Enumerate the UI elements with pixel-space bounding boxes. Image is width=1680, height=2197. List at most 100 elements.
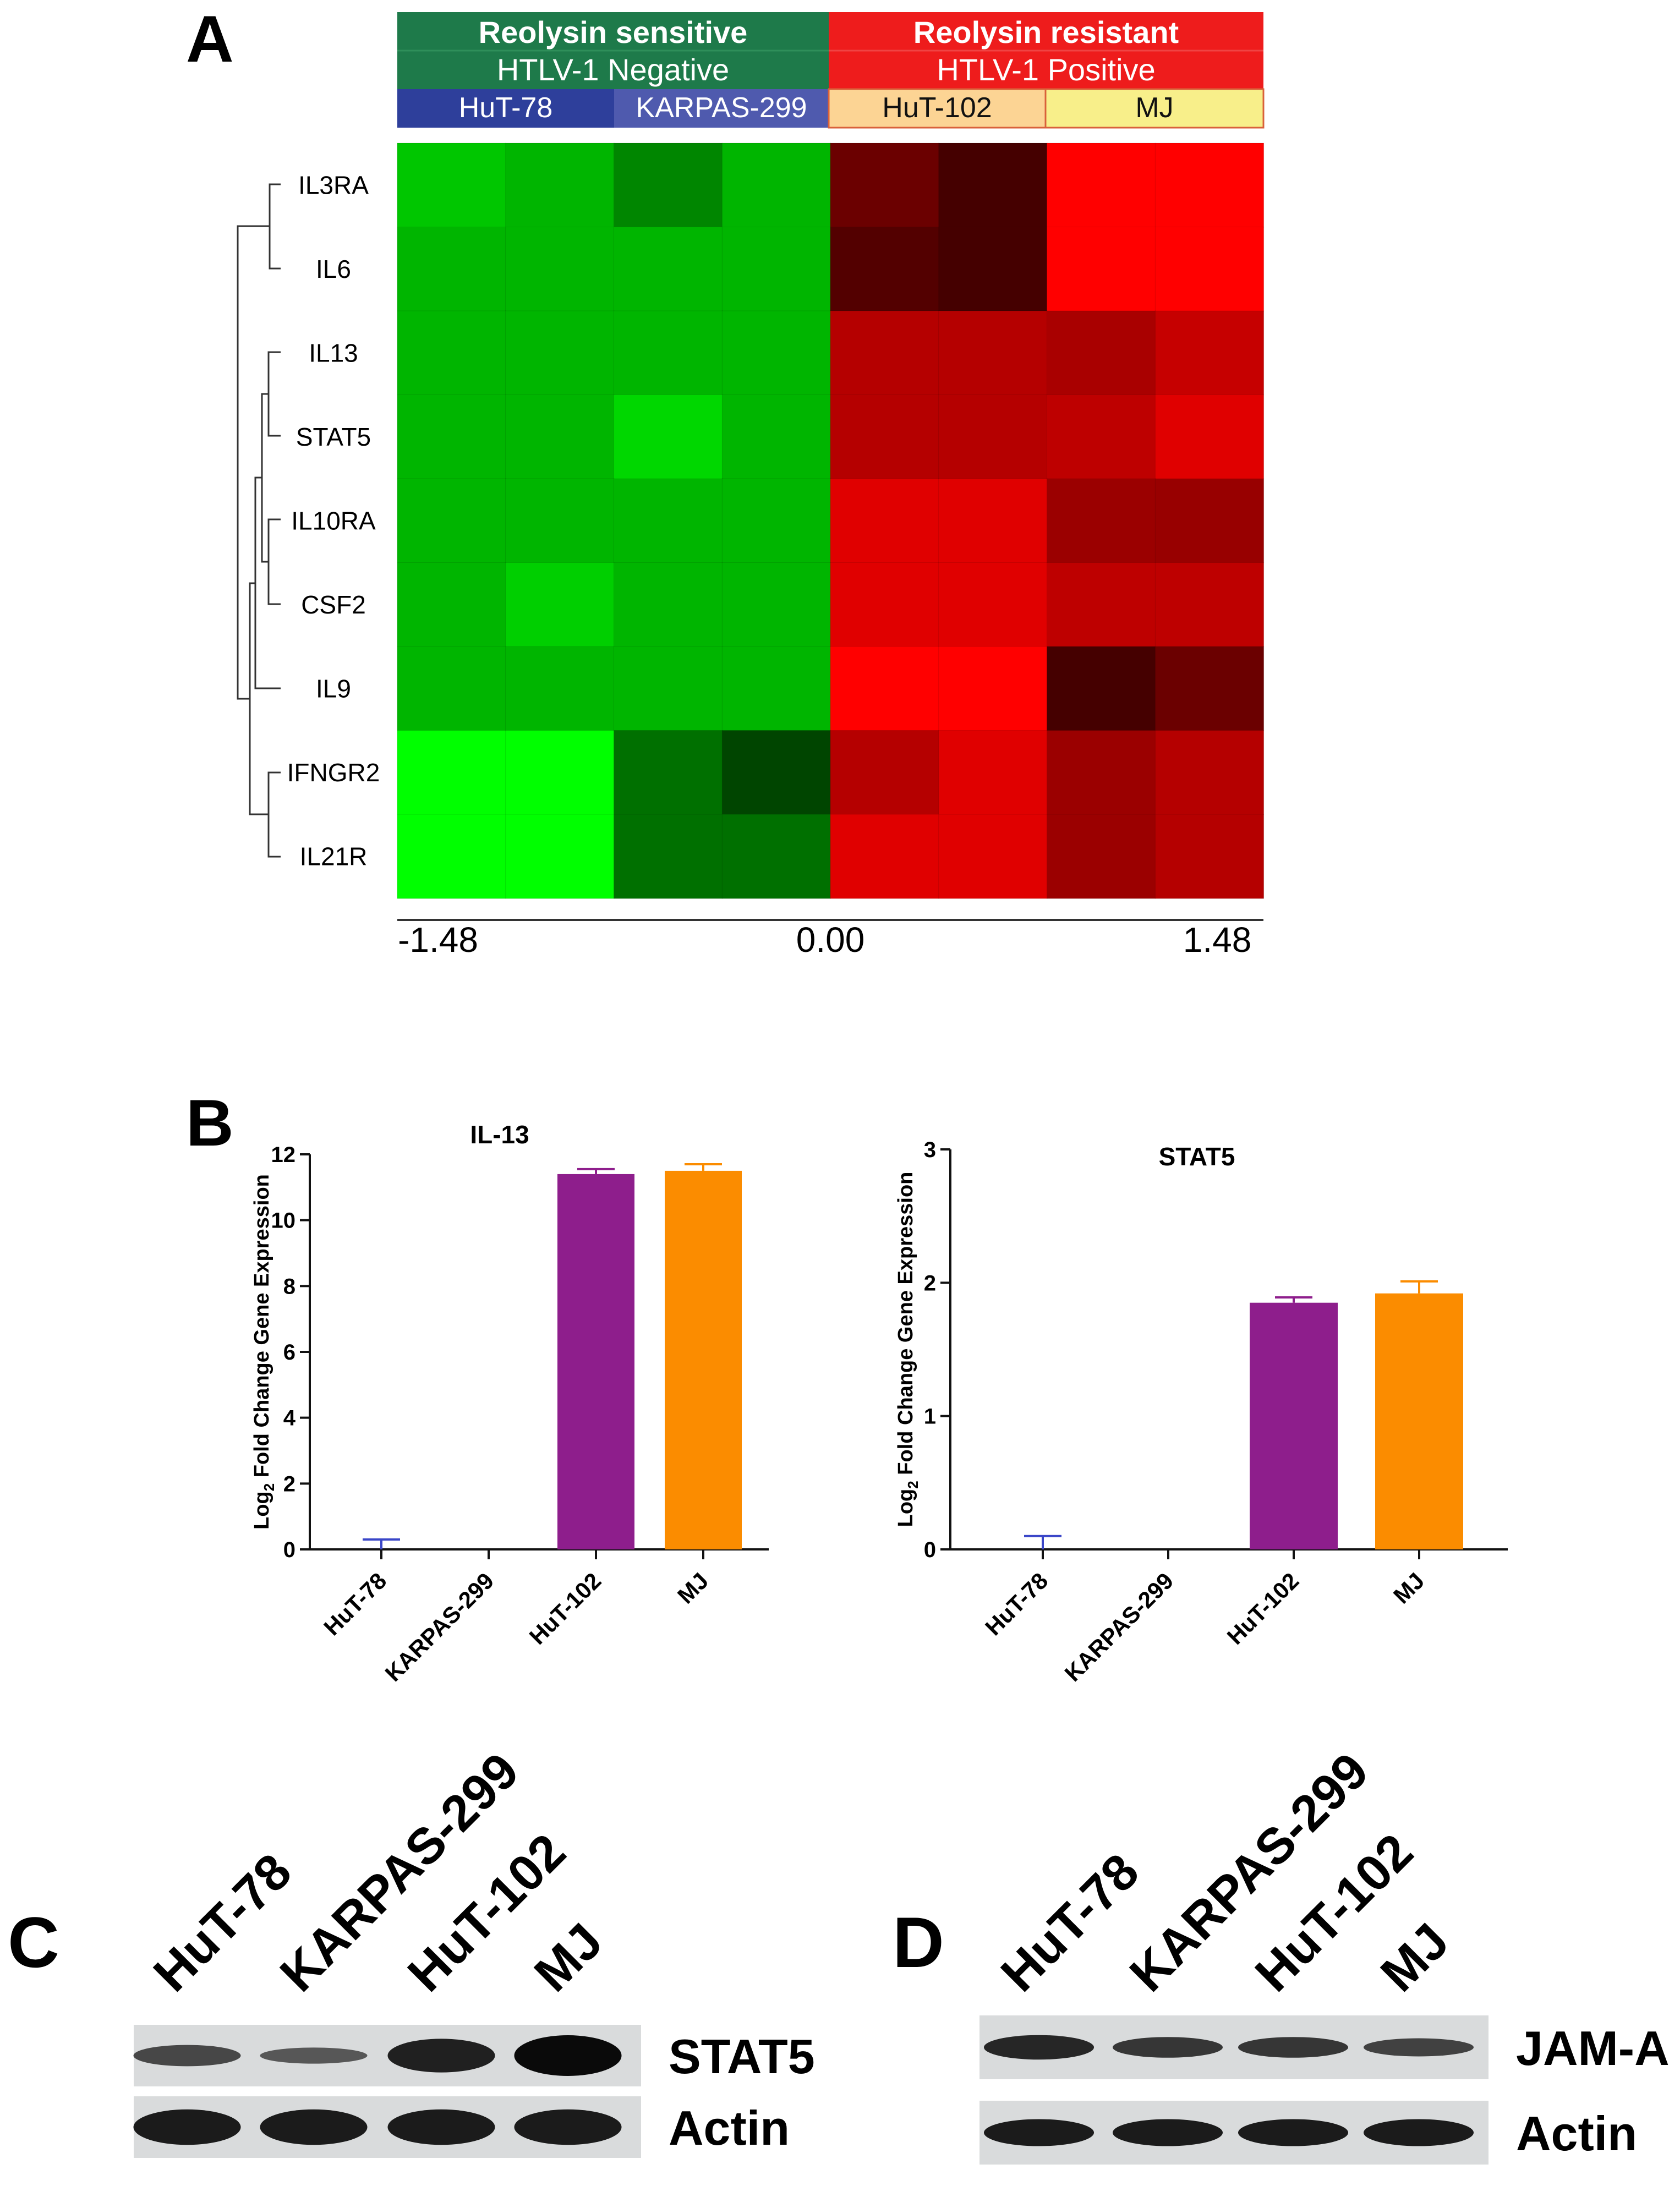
band-actin-hut-102 [1238, 2119, 1348, 2146]
heatmap-cell-il10ra-7 [1154, 478, 1265, 563]
x-tick-label-mj: MJ [672, 1568, 714, 1609]
band-jam-a-hut-102 [1238, 2037, 1348, 2058]
band-actin-hut-78 [133, 2109, 241, 2145]
band-label-karpas299: KARPAS-299 [636, 92, 807, 124]
heatmap-cell-il3ra-6 [1047, 143, 1156, 228]
heatmap-cell-il3ra-1 [505, 143, 615, 228]
heatmap-cell-il10ra-1 [505, 478, 615, 563]
bar-mj [665, 1170, 742, 1549]
heatmap-cell-il10ra-4 [830, 478, 939, 563]
heatmap-cell-il3ra-4 [830, 143, 939, 228]
heatmap-cell-stat5-3 [721, 395, 831, 480]
heatmap-cell-il10ra-3 [721, 478, 831, 563]
heatmap-cell-ifngr2-4 [830, 730, 939, 815]
sensitive-title: Reolysin sensitive [479, 15, 748, 50]
heatmap-cell-il13-7 [1154, 310, 1265, 396]
heatmap-cell-il9-4 [830, 646, 939, 731]
x-tick-label-hut-78: HuT-78 [319, 1568, 391, 1640]
heatmap-cell-csf2-4 [830, 562, 939, 648]
bar-chart-il13: 0 2 4 6 8 10 12 IL-13 Log2 Fold Change Gene Expr… [250, 1120, 769, 1686]
heatmap-cell-stat5-1 [505, 395, 615, 480]
heatmap-cell-il9-6 [1047, 646, 1156, 731]
x-tick-label-hut-78: HuT-78 [980, 1568, 1053, 1640]
heatmap-cell-il10ra-5 [938, 478, 1048, 563]
band-karpas299 [614, 89, 829, 128]
heatmap-cell-stat5-2 [614, 395, 723, 480]
heatmap-cell-il6-6 [1047, 227, 1156, 312]
row-label-il21r: IL21R [300, 842, 368, 870]
bar-hut-102 [557, 1174, 634, 1549]
heatmap-cell-csf2-1 [505, 562, 615, 648]
band-mj [1044, 88, 1265, 129]
heatmap-cell-il13-3 [721, 310, 831, 396]
heatmap-cell-il9-2 [614, 646, 723, 731]
heatmap-cell-il21r-7 [1154, 814, 1265, 899]
heatmap-cell-il21r-1 [505, 814, 615, 899]
y-tick-label: 2 [924, 1271, 936, 1295]
heatmap-cell-il10ra-2 [614, 478, 723, 563]
heatmap-cell-il9-3 [721, 646, 831, 731]
y-tick-label: 10 [271, 1209, 296, 1233]
heatmap-cell-il3ra-5 [938, 143, 1048, 228]
band-stat5-hut-78 [133, 2045, 241, 2067]
heatmap-cell-il6-0 [397, 227, 506, 312]
band-jam-a-hut-78 [984, 2035, 1094, 2060]
band-label-hut78: HuT-78 [459, 92, 553, 124]
heatmap-cell-il6-4 [830, 227, 939, 312]
band-actin-hut-78 [984, 2119, 1094, 2146]
band-actin-karpas-299 [1113, 2119, 1223, 2146]
band-jam-a-karpas-299 [1113, 2037, 1223, 2058]
y-tick-label: 6 [283, 1340, 295, 1365]
heatmap-cell-il3ra-3 [721, 143, 831, 228]
band-stat5-karpas-299 [260, 2047, 368, 2064]
heatmap-cell-stat5-6 [1047, 395, 1156, 480]
row-label-stat5: STAT5 [669, 2029, 815, 2084]
heatmap-cell-ifngr2-5 [938, 730, 1048, 815]
heatmap-cell-csf2-0 [397, 562, 506, 648]
band-jam-a-mj [1364, 2038, 1474, 2057]
heatmap-cell-csf2-2 [614, 562, 723, 648]
bar-mj [1375, 1293, 1463, 1549]
band-stat5-mj [514, 2035, 622, 2076]
chart-title: STAT5 [1159, 1142, 1235, 1171]
heatmap-row-labels: IL3RA IL6 IL13 STAT5 IL10RA CSF2 IL9 IFNGR2 IL21… [287, 171, 380, 870]
heatmap-cell-ifngr2-3 [721, 730, 831, 815]
heatmap-cell-il21r-3 [721, 814, 831, 899]
row-label-ifngr2: IFNGR2 [287, 758, 380, 787]
colorbar-min-label: -1.48 [398, 920, 478, 960]
heatmap-cell-il9-0 [397, 646, 506, 731]
heatmap-cell-ifngr2-1 [505, 730, 615, 815]
sensitive-subtitle: HTLV-1 Negative [497, 52, 729, 87]
y-tick-label: 0 [924, 1538, 936, 1562]
band-actin-karpas-299 [260, 2109, 368, 2145]
resistant-subtitle: HTLV-1 Positive [937, 52, 1155, 87]
heatmap-cell-il21r-5 [938, 814, 1048, 899]
band-actin-hut-102 [387, 2109, 495, 2145]
y-tick-label: 8 [283, 1274, 295, 1299]
row-label-actin: Actin [669, 2101, 790, 2155]
y-tick-label: 1 [924, 1405, 936, 1429]
band-label-hut102: HuT-102 [882, 92, 992, 124]
heatmap-cell-il6-7 [1154, 227, 1265, 312]
heatmap-cell-il3ra-2 [614, 143, 723, 228]
heatmap-cell-il13-6 [1047, 310, 1156, 396]
heatmap-cell-ifngr2-2 [614, 730, 723, 815]
panel-b-label: B [186, 1086, 234, 1160]
lane-label-mj: MJ [1370, 1913, 1460, 2003]
row-label-il3ra: IL3RA [298, 171, 369, 199]
dendrogram [237, 183, 281, 858]
heatmap-cell-il13-1 [505, 310, 615, 396]
heatmap-cell-il3ra-0 [397, 143, 506, 228]
bar-hut-102 [1250, 1302, 1338, 1549]
heatmap-cell-stat5-7 [1154, 395, 1265, 480]
heatmap-cell-stat5-5 [938, 395, 1048, 480]
lane-label-hut-78: HuT-78 [991, 1843, 1150, 2002]
colorbar-mid-label: 0.00 [796, 920, 865, 960]
band-actin-mj [1364, 2119, 1474, 2146]
y-tick-label: 0 [283, 1538, 295, 1562]
y-tick-label: 3 [924, 1138, 936, 1162]
x-tick-label-mj: MJ [1388, 1568, 1430, 1609]
y-axis-label: Log2 Fold Change Gene Expression [894, 1172, 921, 1527]
